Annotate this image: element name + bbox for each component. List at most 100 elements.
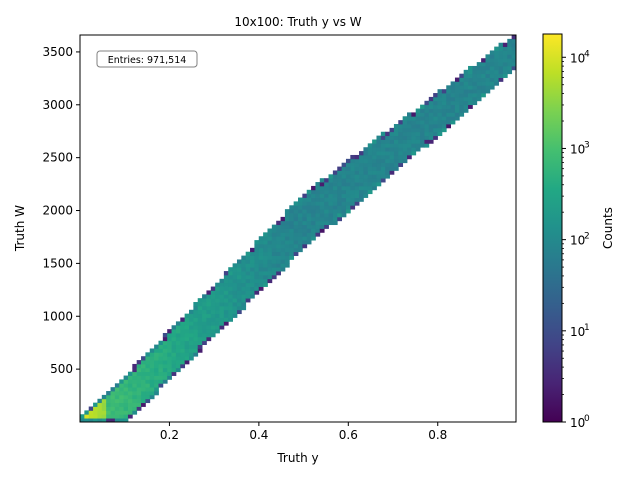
histogram-cell xyxy=(110,406,116,411)
histogram-cell xyxy=(250,251,255,256)
histogram-cell xyxy=(415,131,421,137)
histogram-cell xyxy=(367,182,373,187)
histogram-cell xyxy=(232,290,238,295)
histogram-cell xyxy=(498,58,504,63)
histogram-cell xyxy=(363,158,369,164)
histogram-cell xyxy=(119,414,124,419)
histogram-cell xyxy=(114,406,120,411)
histogram-cell xyxy=(154,356,159,361)
histogram-cell xyxy=(359,197,364,202)
histogram-cell xyxy=(136,383,142,388)
y-axis-label: Truth W xyxy=(13,205,27,252)
histogram-cell xyxy=(184,329,190,334)
histogram-cell xyxy=(324,178,329,183)
histogram-cell xyxy=(162,371,168,376)
histogram-cell xyxy=(441,112,447,117)
colorbar-gradient xyxy=(542,33,563,423)
histogram-cell xyxy=(223,298,229,303)
histogram-cell xyxy=(254,255,260,260)
histogram-cell xyxy=(428,96,434,102)
histogram-cell xyxy=(311,205,316,210)
histogram-cell xyxy=(284,251,290,256)
histogram-cell xyxy=(289,251,295,256)
histogram-cell xyxy=(284,224,290,229)
histogram-cell xyxy=(302,236,308,241)
histogram-cell xyxy=(119,418,124,422)
histogram-cell xyxy=(110,402,116,407)
histogram-cell xyxy=(97,402,103,407)
histogram-cell xyxy=(389,143,395,148)
histogram-cell xyxy=(206,332,212,338)
histogram-cell xyxy=(376,178,382,183)
histogram-cell xyxy=(223,278,229,284)
histogram-cell xyxy=(302,209,308,214)
histogram-cell xyxy=(228,282,233,287)
histogram-cell xyxy=(267,232,273,237)
histogram-cell xyxy=(171,356,177,361)
histogram-cell xyxy=(149,367,155,373)
histogram-cell xyxy=(433,100,438,106)
histogram-cell xyxy=(123,410,129,415)
histogram-cell xyxy=(145,375,151,380)
histogram-cell xyxy=(407,116,412,121)
histogram-cell xyxy=(481,62,486,67)
histogram-cell xyxy=(385,131,390,137)
histogram-cell xyxy=(267,255,273,260)
histogram-cell xyxy=(228,271,233,276)
histogram-cell xyxy=(389,135,395,140)
histogram-cell xyxy=(223,317,229,322)
histogram-cell xyxy=(507,42,513,48)
histogram-cell xyxy=(263,278,268,284)
histogram-cell xyxy=(332,209,338,214)
histogram-cell xyxy=(337,182,342,187)
histogram-cell xyxy=(202,298,207,303)
histogram-cell xyxy=(158,375,164,380)
entries-annotation: Entries: 971,514 xyxy=(96,50,198,68)
histogram-cell xyxy=(215,329,220,334)
histogram-cell xyxy=(193,336,199,342)
histogram-cell xyxy=(236,274,242,280)
histogram-cell xyxy=(276,240,281,245)
histogram-cell xyxy=(376,174,382,179)
histogram-cell xyxy=(84,418,90,422)
histogram-cell xyxy=(446,96,451,102)
histogram-cell xyxy=(367,158,373,164)
histogram-cell xyxy=(167,360,172,365)
histogram-cell xyxy=(184,360,190,365)
histogram-cell xyxy=(219,298,225,303)
histogram-cell xyxy=(393,147,399,152)
histogram-cell xyxy=(245,251,251,256)
histogram-cell xyxy=(149,394,155,400)
histogram-cell xyxy=(454,116,460,121)
histogram-cell xyxy=(289,209,295,214)
histogram-cell xyxy=(389,139,395,144)
histogram-cell xyxy=(341,178,347,183)
histogram-cell xyxy=(241,294,247,299)
histogram-cell xyxy=(354,162,360,167)
histogram-cell xyxy=(494,54,499,59)
histogram-cell xyxy=(167,371,172,376)
histogram-cell xyxy=(306,205,312,210)
histogram-cell xyxy=(311,185,316,191)
histogram-cell xyxy=(306,228,312,233)
histogram-cell xyxy=(398,158,404,164)
x-axis: 0.2 0.4 0.6 0.8 xyxy=(160,422,447,442)
histogram-cell xyxy=(367,166,373,171)
histogram-cell xyxy=(367,143,373,148)
histogram-cell xyxy=(363,189,369,195)
histogram-cell xyxy=(145,391,151,396)
histogram-cell xyxy=(202,309,207,315)
histogram-cell xyxy=(106,406,111,411)
histogram-cell xyxy=(407,120,412,125)
histogram-cell xyxy=(367,170,373,175)
histogram-cell xyxy=(341,189,347,195)
histogram-cell xyxy=(232,282,238,287)
histogram-cell xyxy=(184,356,190,361)
histogram-cell xyxy=(180,356,186,361)
histogram-cell xyxy=(293,205,299,210)
histogram-cell xyxy=(437,96,443,102)
histogram-cell xyxy=(350,162,356,167)
histogram-cell xyxy=(415,116,421,121)
histogram-cell xyxy=(319,224,325,229)
histogram-cell xyxy=(236,263,242,268)
